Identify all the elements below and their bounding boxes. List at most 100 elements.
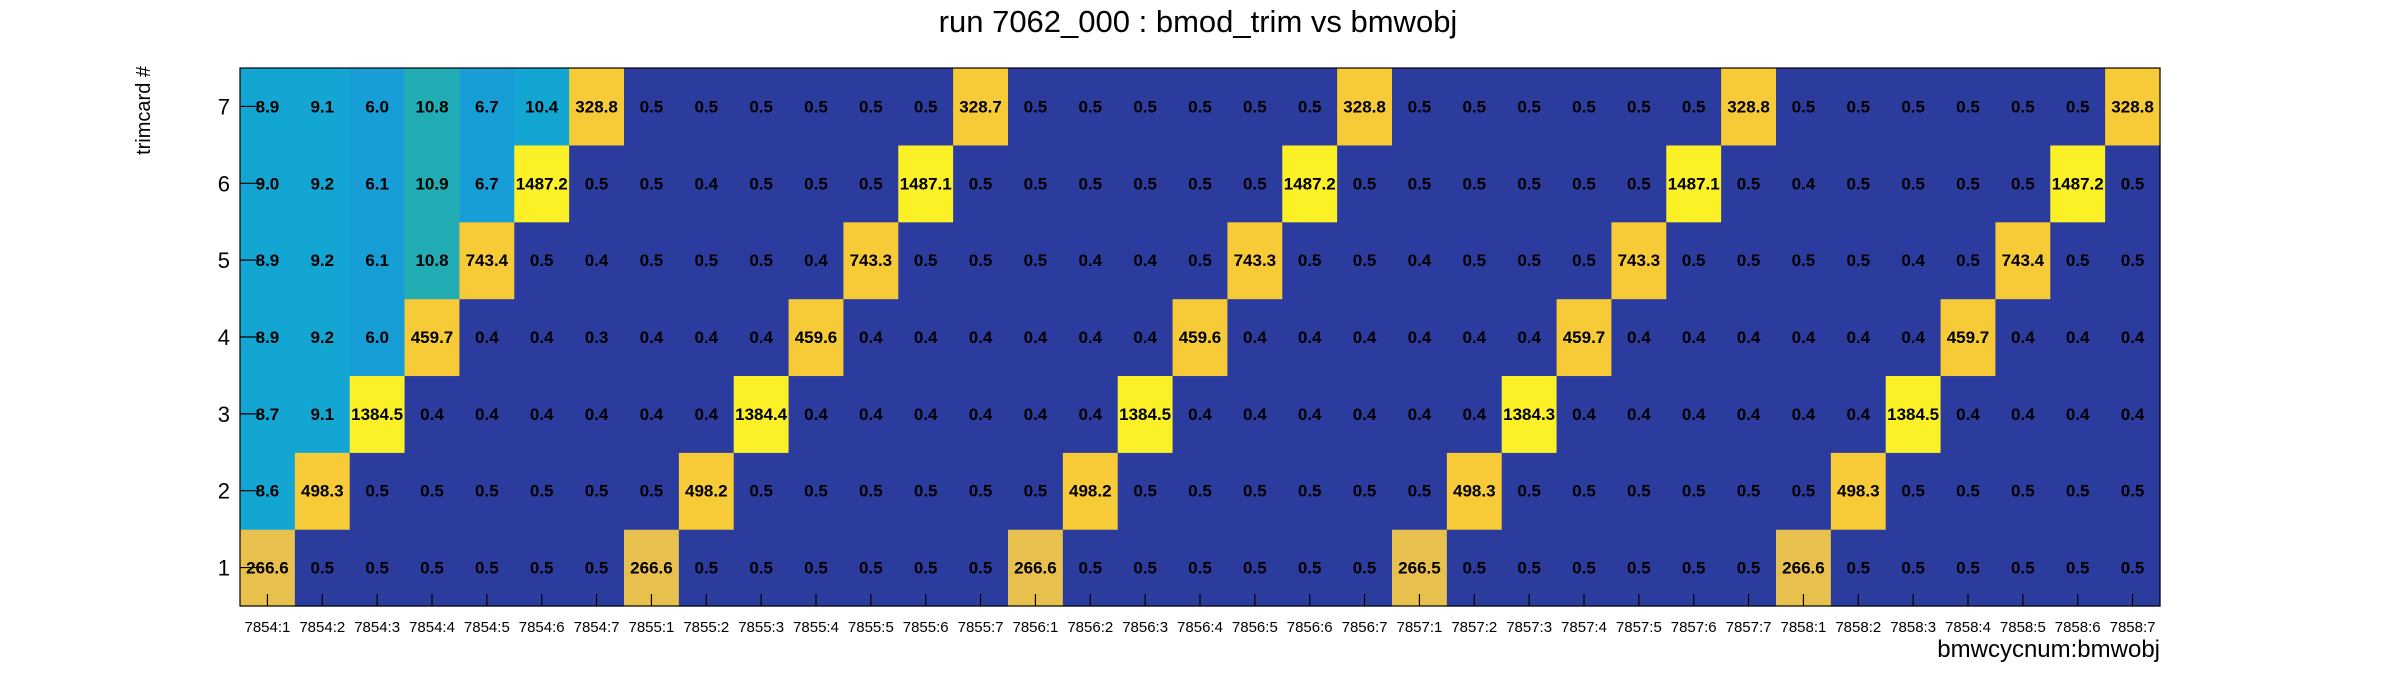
heatmap-cell xyxy=(1392,144,1448,223)
heatmap-cell xyxy=(1776,144,1832,223)
cell-value-label: 0.5 xyxy=(804,174,828,193)
heatmap-cell xyxy=(1501,68,1558,146)
heatmap-cell xyxy=(1172,298,1229,377)
heatmap-cell xyxy=(733,529,790,607)
cell-value-label: 6.0 xyxy=(365,97,389,116)
cell-value-label: 0.4 xyxy=(1133,328,1157,347)
heatmap-cell xyxy=(1721,375,1777,453)
y-tick-label: 1 xyxy=(218,556,230,581)
x-tick-label: 7854:4 xyxy=(409,619,455,636)
cell-value-label: 0.5 xyxy=(694,251,718,270)
y-axis-title: trimcard # xyxy=(133,65,155,155)
cell-value-label: 10.9 xyxy=(415,174,448,193)
cell-value-label: 8.7 xyxy=(256,405,280,424)
cell-value-label: 0.5 xyxy=(969,559,993,578)
heatmap-cell xyxy=(1117,529,1174,607)
x-tick-label: 7857:4 xyxy=(1561,619,1607,636)
heatmap-cell xyxy=(678,144,735,223)
cell-value-label: 0.5 xyxy=(1188,559,1212,578)
cell-value-label: 0.4 xyxy=(914,405,938,424)
heatmap-cell xyxy=(1995,298,2051,377)
heatmap-cell xyxy=(1885,529,1942,607)
heatmap-cell xyxy=(569,452,625,530)
heatmap-cell xyxy=(1392,529,1448,607)
cell-value-label: 0.4 xyxy=(1298,405,1322,424)
heatmap-cell xyxy=(1392,221,1448,300)
heatmap-cell xyxy=(953,529,1009,607)
cell-value-label: 0.5 xyxy=(1682,97,1706,116)
cell-value-label: 0.5 xyxy=(1517,559,1541,578)
cell-value-label: 9.2 xyxy=(310,174,334,193)
cell-value-label: 0.5 xyxy=(1901,97,1925,116)
cell-value-label: 0.5 xyxy=(694,97,718,116)
heatmap-cell xyxy=(1556,298,1613,377)
x-tick-label: 7856:3 xyxy=(1122,619,1168,636)
heatmap-cell xyxy=(1611,144,1667,223)
heatmap-cell xyxy=(514,221,570,300)
heatmap-cell xyxy=(1776,529,1832,607)
cell-labels-layer: 266.6 0.5 0.5 0.5 0.5 0.5 0.5 266.6 0.5 0.5 0.5 0.5… xyxy=(246,97,2154,577)
cell-value-label: 0.5 xyxy=(310,559,334,578)
heatmap-cell xyxy=(1392,375,1448,453)
cell-value-label: 0.5 xyxy=(365,482,389,501)
heatmap-cell xyxy=(733,452,790,530)
cell-value-label: 0.4 xyxy=(1682,405,1706,424)
x-tick-label: 7858:3 xyxy=(1890,619,1936,636)
cell-value-label: 0.5 xyxy=(969,251,993,270)
heatmap-cell xyxy=(514,144,570,223)
cell-value-label: 8.9 xyxy=(256,251,280,270)
heatmap-cell xyxy=(953,68,1009,146)
heatmap-cell xyxy=(404,529,461,607)
x-tick-label: 7856:7 xyxy=(1342,619,1388,636)
heatmap-cell xyxy=(1337,452,1393,530)
cell-value-label: 0.5 xyxy=(1956,174,1980,193)
heatmap-cell xyxy=(569,298,625,377)
x-tick-label: 7857:7 xyxy=(1726,619,1772,636)
cell-value-label: 0.4 xyxy=(1024,405,1048,424)
x-tick-label: 7857:5 xyxy=(1616,619,1662,636)
cell-value-label: 0.5 xyxy=(365,559,389,578)
cell-value-label: 0.4 xyxy=(804,251,828,270)
cell-value-label: 0.5 xyxy=(1408,97,1432,116)
cell-value-label: 0.4 xyxy=(1792,405,1816,424)
cell-value-label: 0.5 xyxy=(1078,97,1102,116)
heatmap-cell xyxy=(1940,298,1997,377)
cell-value-label: 0.5 xyxy=(1243,482,1267,501)
cell-value-label: 0.5 xyxy=(749,174,773,193)
cell-value-label: 0.5 xyxy=(1517,482,1541,501)
heatmap-cell xyxy=(624,529,680,607)
heatmap-cell xyxy=(349,375,406,453)
heatmap-cell xyxy=(294,221,351,300)
cell-value-label: 0.4 xyxy=(420,405,444,424)
heatmap-cell xyxy=(1830,144,1887,223)
heatmap-cell xyxy=(1666,452,1722,530)
heatmap-cell xyxy=(2105,298,2161,377)
heatmap-cell xyxy=(1611,529,1667,607)
heatmap-cell xyxy=(624,144,680,223)
x-tick-label: 7855:7 xyxy=(958,619,1004,636)
heatmap-cell xyxy=(1721,68,1777,146)
cell-value-label: 743.3 xyxy=(1618,251,1661,270)
cell-value-label: 0.3 xyxy=(585,328,609,347)
heatmap-cell xyxy=(1337,221,1393,300)
cell-value-label: 0.5 xyxy=(1846,174,1870,193)
heatmap-cell xyxy=(1501,452,1558,530)
heatmap-cell xyxy=(404,298,461,377)
cell-value-label: 0.4 xyxy=(1737,405,1761,424)
heatmap-cell xyxy=(1995,375,2051,453)
heatmap-cell xyxy=(1172,452,1229,530)
heatmap-cell xyxy=(349,529,406,607)
heatmap-cell xyxy=(2050,375,2106,453)
cell-value-label: 0.5 xyxy=(420,482,444,501)
cell-value-label: 0.5 xyxy=(1956,97,1980,116)
cell-value-label: 0.5 xyxy=(2121,482,2145,501)
heatmap-cell xyxy=(569,529,625,607)
heatmap-cell xyxy=(1776,68,1832,146)
cell-value-label: 0.4 xyxy=(1901,328,1925,347)
cell-value-label: 0.5 xyxy=(2121,251,2145,270)
heatmap-cell xyxy=(1721,529,1777,607)
heatmap-cell xyxy=(1721,144,1777,223)
heatmap-cell xyxy=(843,144,899,223)
heatmap-cell xyxy=(1995,68,2051,146)
heatmap-cell xyxy=(2050,529,2106,607)
